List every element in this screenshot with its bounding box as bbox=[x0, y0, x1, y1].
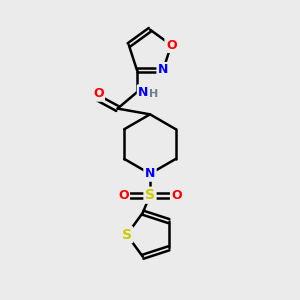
Text: O: O bbox=[118, 189, 129, 202]
Text: O: O bbox=[166, 38, 176, 52]
Text: N: N bbox=[158, 64, 168, 76]
Text: S: S bbox=[122, 228, 132, 242]
Text: N: N bbox=[138, 86, 148, 99]
Text: S: S bbox=[145, 188, 155, 202]
Text: H: H bbox=[149, 89, 159, 99]
Text: O: O bbox=[93, 87, 104, 100]
Text: O: O bbox=[171, 189, 182, 202]
Text: N: N bbox=[145, 167, 155, 180]
